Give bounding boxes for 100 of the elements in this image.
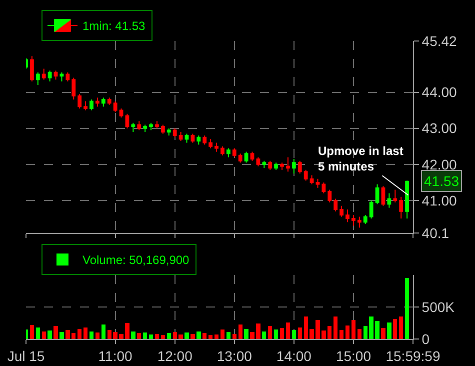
bar [226, 332, 231, 339]
x-tick-label: 13:00 [216, 348, 252, 364]
candlestick [268, 160, 272, 170]
y-tick-label: 41.00 [422, 192, 458, 208]
candlestick [286, 156, 290, 172]
bar [381, 328, 386, 339]
bar [78, 328, 82, 339]
candlestick [196, 135, 201, 146]
candlestick [238, 153, 242, 164]
candlestick [352, 214, 356, 226]
bar [262, 331, 266, 339]
candlestick [149, 122, 153, 131]
candlestick [90, 98, 94, 111]
bar [196, 331, 201, 339]
y-tick-label: 44.00 [422, 84, 458, 100]
bar [166, 333, 171, 339]
bar [131, 331, 136, 339]
candlestick [220, 146, 224, 156]
candlestick [328, 189, 332, 203]
candlestick [30, 56, 34, 82]
candlestick [387, 192, 392, 208]
bar [393, 319, 398, 339]
candlestick [48, 70, 52, 82]
candlestick [363, 214, 368, 224]
candlestick [172, 128, 177, 138]
candlestick [226, 148, 230, 158]
bar [298, 327, 302, 339]
bar [190, 334, 195, 339]
candlestick [357, 216, 362, 228]
candlestick [178, 131, 183, 142]
bar [54, 326, 58, 339]
candlestick [107, 97, 112, 106]
bar [36, 327, 40, 339]
bar [244, 328, 248, 339]
y-tick-label: 43.00 [422, 120, 458, 136]
candlestick [381, 186, 386, 206]
bar [137, 333, 142, 339]
candlestick [84, 100, 88, 111]
candlestick [292, 158, 296, 174]
candlestick [155, 120, 159, 129]
bar [351, 320, 356, 339]
candlestick [78, 94, 82, 109]
candlestick [125, 113, 130, 129]
bar [238, 324, 242, 339]
bar [274, 329, 278, 339]
bar [339, 330, 344, 339]
bar [30, 324, 34, 339]
bar [148, 334, 154, 339]
bar [184, 332, 189, 339]
candlestick [143, 124, 148, 132]
candlestick [405, 180, 409, 220]
candlestick [232, 148, 236, 158]
x-tick-label: 11:00 [98, 348, 133, 364]
bar [345, 326, 350, 339]
candlestick [131, 122, 136, 132]
candlestick [256, 156, 260, 167]
candlestick [310, 174, 314, 185]
candlestick [375, 184, 380, 205]
candlestick [304, 169, 308, 182]
bar [160, 335, 166, 339]
x-tick-label: 15:59:59 [386, 348, 440, 364]
bar [202, 333, 207, 339]
bar [387, 322, 392, 339]
y-tick-label: 45.42 [422, 32, 458, 49]
candlestick [66, 72, 70, 82]
candlestick [184, 133, 189, 144]
bar [286, 322, 290, 339]
annotation: 41.53 [424, 173, 460, 189]
candlestick [160, 124, 165, 134]
bar [48, 330, 52, 339]
bar [83, 327, 88, 339]
candlestick [334, 198, 338, 212]
x-tick-label: 14:00 [276, 348, 312, 364]
candlestick [95, 97, 100, 108]
bar [101, 324, 106, 339]
bar [220, 329, 225, 339]
y-tick-label: 42.00 [422, 156, 458, 172]
candlestick [280, 162, 284, 170]
bar [95, 332, 100, 339]
candlestick [214, 142, 218, 152]
bar [208, 335, 213, 339]
bar [89, 331, 94, 339]
candlestick [137, 120, 142, 131]
bar [154, 334, 160, 339]
candlestick [369, 200, 374, 220]
bar [268, 326, 272, 339]
candlestick [262, 160, 266, 169]
candlestick [346, 209, 350, 223]
candlestick [274, 162, 278, 170]
y-tick-label: 40.1 [422, 224, 450, 241]
candlestick [190, 133, 195, 144]
annotation: Upmove in last 5 minutes [318, 144, 404, 174]
candlestick [250, 151, 254, 162]
candlestick [60, 72, 64, 82]
x-tick-label: 12:00 [157, 348, 193, 364]
y-tick-label: 0 [422, 330, 430, 347]
candlestick [72, 77, 76, 100]
bar [60, 332, 64, 339]
candlestick [42, 68, 46, 80]
candlestick [244, 151, 248, 164]
